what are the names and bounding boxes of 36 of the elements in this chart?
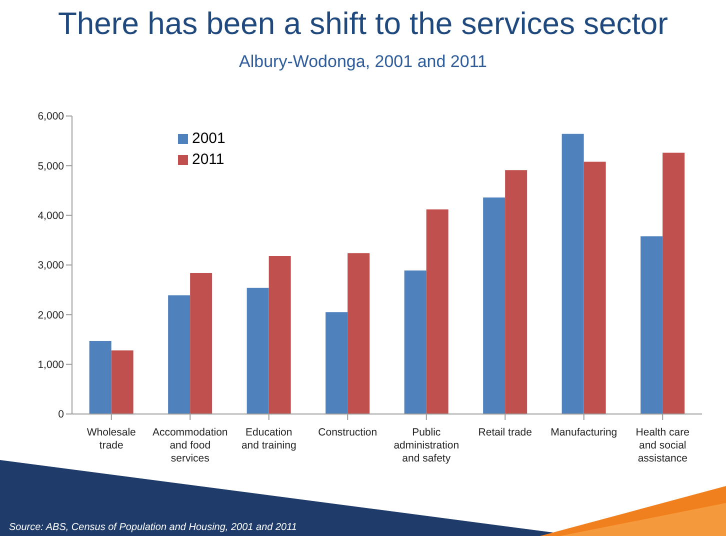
bar [190,272,212,414]
y-tick-label: 2,000 [38,309,64,322]
legend-label: 2011 [192,151,224,168]
x-tick-label: Construction [318,426,378,438]
chart-subtitle: Albury-Wodonga, 2001 and 2011 [238,52,488,72]
y-tick-label: 4,000 [38,210,64,222]
bar [246,288,269,414]
x-tick-label: Public administration and safety [394,426,460,464]
legend-label: 2001 [192,130,226,147]
source-note: Source: ABS, Census of Population and Housing, 2001 and 2011 [9,522,297,533]
x-tick-label: Manufacturing [550,426,618,438]
x-tick-label: Retail trade [478,426,532,438]
bar [348,253,370,414]
x-tick-label: Accommodation and food services [152,426,228,464]
y-tick-label: 5,000 [38,160,64,172]
bar [562,134,584,414]
x-tick-label: Wholesale trade [86,426,136,452]
y-tick-label: 3,000 [38,260,64,272]
y-tick-label: 6,000 [38,110,64,123]
bar [505,170,528,414]
bar [584,162,606,414]
x-tick-label: Education and training [241,426,296,452]
bar [662,152,685,414]
y-tick-label: 0 [58,408,64,421]
bar [426,209,448,414]
bar [89,340,112,414]
bar [111,350,134,414]
bar [168,295,190,414]
bar [404,270,426,414]
bar [640,236,663,414]
bar [268,256,291,414]
chart-title: There has been a shift to the services sector [57,6,669,42]
bar [483,197,506,414]
y-tick-label: 1,000 [38,359,64,372]
x-tick-label: Health care and social assistance [636,426,690,464]
bar [326,312,348,414]
